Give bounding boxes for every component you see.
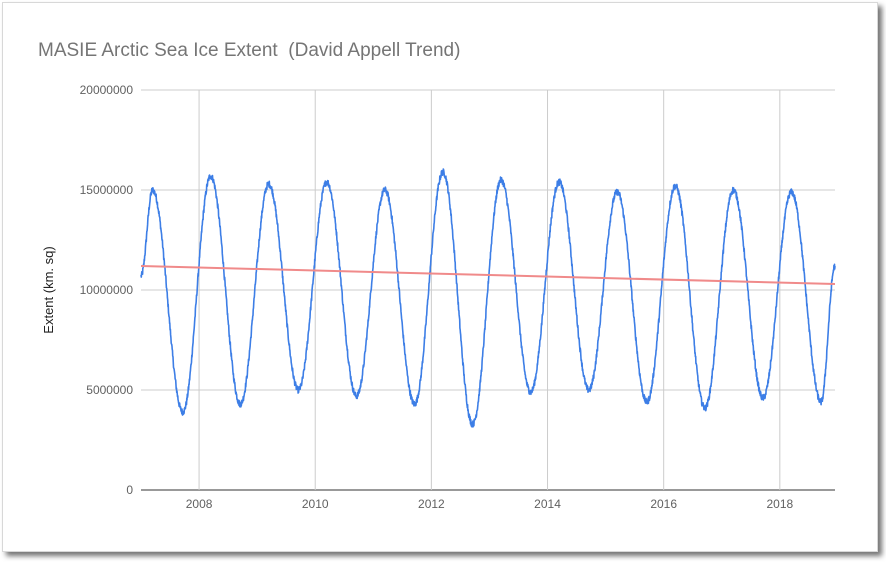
x-tick-label: 2016: [650, 497, 677, 511]
extent-series-line: [140, 168, 836, 428]
chart-title: MASIE Arctic Sea Ice Extent (David Appel…: [38, 40, 461, 61]
y-tick-label: 20000000: [80, 83, 134, 97]
x-tick-label: 2012: [418, 497, 445, 511]
trend-line: [140, 265, 836, 285]
x-axis-ticks: 2008 2010 2012 2014 2016 2018: [186, 497, 794, 511]
y-axis-ticks: 0 5000000 10000000 15000000 20000000: [80, 83, 134, 497]
y-tick-label: 10000000: [80, 283, 134, 297]
y-axis-label: Extent (km. sq): [41, 246, 56, 333]
x-tick-label: 2014: [534, 497, 561, 511]
y-tick-label: 15000000: [80, 183, 134, 197]
y-tick-label: 5000000: [86, 383, 133, 397]
x-tick-label: 2008: [186, 497, 213, 511]
y-tick-label: 0: [126, 483, 133, 497]
x-tick-label: 2010: [302, 497, 329, 511]
plot-area: [140, 168, 836, 428]
chart-card: [2, 2, 878, 552]
x-tick-label: 2018: [766, 497, 793, 511]
